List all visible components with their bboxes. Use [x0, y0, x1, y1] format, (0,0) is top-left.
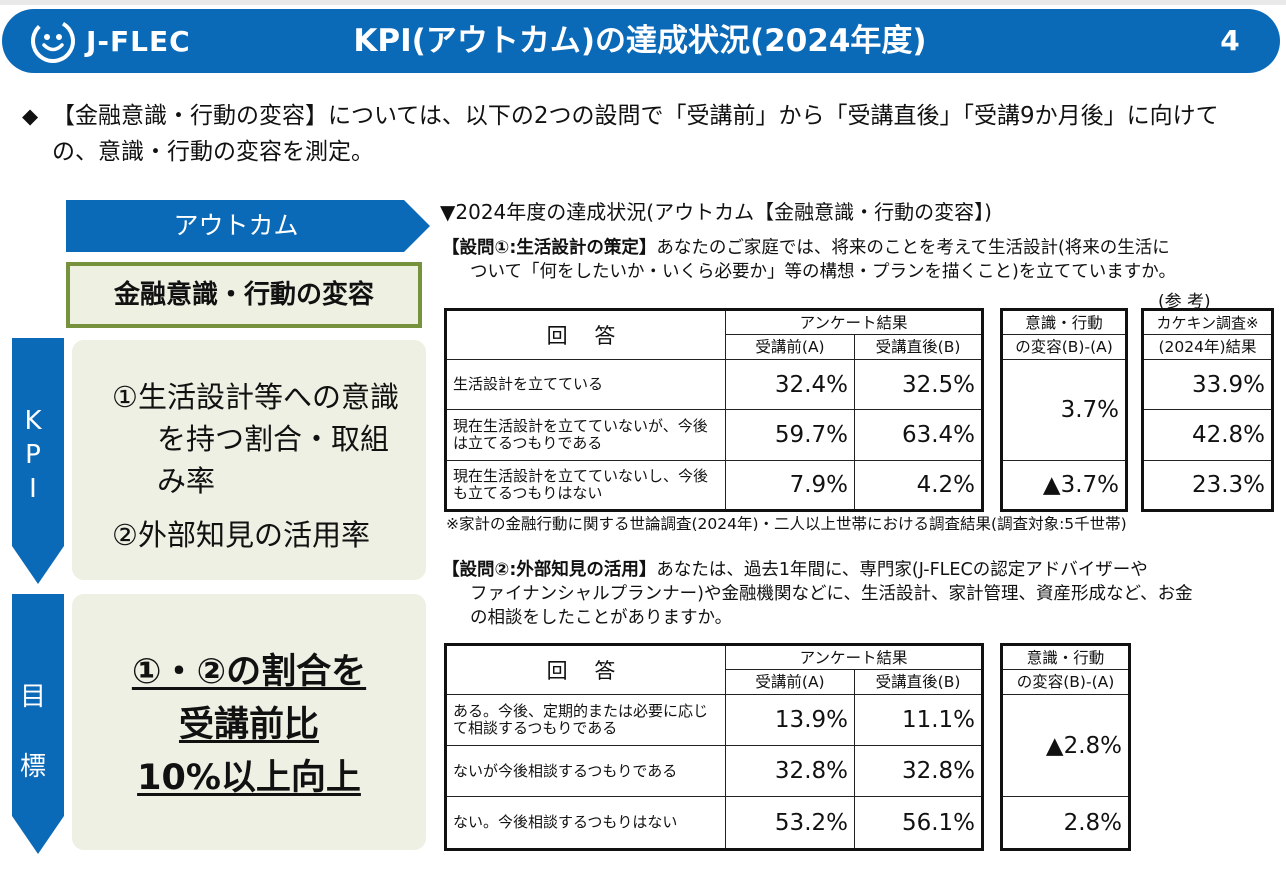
question-1-table: 回 答 アンケート結果 意識・行動 カケキン調査※ 受講前(A) 受講直後(B)…: [444, 308, 1275, 512]
row-label: 現在生活設計を立てていないが、今後は立てるつもりである: [444, 409, 726, 461]
reference-value: 33.9%: [1141, 359, 1275, 410]
kpi-box: ①生活設計等への意識を持つ割合・取組み率 ②外部知見の活用率: [72, 340, 426, 580]
after-value: 4.2%: [853, 460, 985, 512]
before-value: 7.9%: [725, 460, 855, 512]
goal-vertical-label: 目 標: [8, 662, 58, 802]
question-2-text-cont: ファイナンシャルプランナー)や金融機関などに、生活設計、家計管理、資産形成など、…: [470, 584, 1193, 604]
smile-logo-icon: [31, 19, 75, 63]
answer-header: 回 答: [444, 308, 726, 360]
change-value: 2.8%: [1000, 796, 1132, 851]
change-value: ▲3.7%: [1000, 460, 1129, 512]
reference-header-2: (2024年)結果: [1141, 334, 1275, 360]
question-2-table: 回 答 アンケート結果 意識・行動 受講前(A) 受講直後(B) の変容(B)-…: [444, 643, 1132, 851]
question-1-text: あなたのご家庭では、将来のことを考えて生活設計(将来の生活に: [656, 238, 1170, 258]
kpi-item-1: ①生活設計等への意識を持つ割合・取組み率: [112, 380, 399, 498]
row-label: 生活設計を立てている: [444, 359, 726, 410]
change-value: ▲2.8%: [1000, 694, 1132, 797]
question-1: 【設問①:生活設計の策定】あなたのご家庭では、将来のことを考えて生活設計(将来の…: [442, 236, 1272, 284]
bullet-icon: ◆: [22, 104, 39, 128]
question-1-text-cont: ついて「何をしたいか・いくら必要か」等の構想・プランを描くこと)を立てていますか…: [470, 262, 1176, 282]
logo: J-FLEC: [28, 14, 191, 68]
row-label: ない。今後相談するつもりはない: [444, 796, 726, 851]
status-title: ▼2024年度の達成状況(アウトカム【金融意識・行動の変容】): [440, 200, 992, 224]
goal-box: ①・②の割合を 受講前比 10%以上向上: [72, 594, 426, 850]
before-value: 32.4%: [725, 359, 855, 410]
kpi-item-2: ②外部知見の活用率: [112, 518, 370, 552]
before-value: 59.7%: [725, 409, 855, 461]
change-value: 3.7%: [1000, 359, 1129, 461]
row-label: ある。今後、定期的または必要に応じて相談するつもりである: [444, 694, 726, 746]
intro-text: 【金融意識・行動の変容】については、以下の2つの設問で「受講前」から「受講直後」…: [52, 103, 1219, 165]
table-row: 現在生活設計を立てていないが、今後は立てるつもりである 59.7% 63.4% …: [444, 409, 1275, 461]
kpi-letter: I: [29, 474, 37, 504]
before-header: 受講前(A): [725, 334, 855, 360]
row-label: 現在生活設計を立てていないし、今後も立てるつもりはない: [444, 460, 726, 512]
question-2-text: あなたは、過去1年間に、専門家(J-FLECの認定アドバイザーや: [656, 560, 1148, 580]
goal-char: 目: [19, 682, 46, 712]
before-value: 53.2%: [725, 796, 855, 851]
reference-header-1: カケキン調査※: [1141, 308, 1275, 335]
change-header-1: 意識・行動: [1000, 308, 1129, 335]
row-label: ないが今後相談するつもりである: [444, 745, 726, 797]
table-row: ない。今後相談するつもりはない 53.2% 56.1% 2.8%: [444, 796, 1132, 851]
kpi-vertical-label: K P I: [8, 404, 58, 506]
before-value: 32.8%: [725, 745, 855, 797]
table-row: 現在生活設計を立てていないし、今後も立てるつもりはない 7.9% 4.2% ▲3…: [444, 460, 1275, 512]
survey-header: アンケート結果: [724, 308, 985, 335]
after-header: 受講直後(B): [853, 669, 985, 695]
reference-value: 23.3%: [1141, 460, 1275, 512]
goal-arrow-shape: [12, 594, 64, 854]
question-2-text-cont: の相談をしたことがありますか。: [470, 608, 733, 628]
kpi-letter: K: [24, 406, 42, 436]
table-row: 生活設計を立てている 32.4% 32.5% 3.7% 33.9%: [444, 359, 1275, 461]
reference-note: (参 考): [1158, 292, 1211, 312]
outcome-label: アウトカム: [173, 211, 299, 240]
table-row: ないが今後相談するつもりである 32.8% 32.8%: [444, 745, 1130, 797]
answer-header: 回 答: [444, 643, 726, 695]
survey-header: アンケート結果: [724, 643, 985, 670]
goal-line: ①・②の割合を: [131, 652, 367, 692]
page-title: KPI(アウトカム)の達成状況(2024年度): [353, 23, 927, 59]
reference-value: 42.8%: [1141, 409, 1275, 461]
before-value: 13.9%: [725, 694, 855, 746]
after-value: 32.5%: [853, 359, 985, 410]
logo-text: J-FLEC: [86, 24, 191, 58]
after-value: 11.1%: [853, 694, 985, 746]
question-1-title: 【設問①:生活設計の策定】: [442, 238, 657, 258]
kpi-arrow-shape: [12, 338, 64, 584]
header-bar: [2, 9, 1280, 73]
question-2-title: 【設問②:外部知見の活用】: [442, 560, 657, 580]
change-header-2: の変容(B)-(A): [1000, 669, 1132, 695]
top-divider: [0, 0, 1286, 5]
after-value: 63.4%: [853, 409, 985, 461]
question-2: 【設問②:外部知見の活用】あなたは、過去1年間に、専門家(J-FLECの認定アド…: [442, 558, 1272, 630]
goal-line: 10%以上向上: [137, 758, 361, 798]
after-value: 56.1%: [853, 796, 985, 851]
outcome-arrow-shape: [66, 200, 430, 252]
after-value: 32.8%: [853, 745, 985, 797]
goal-line: 受講前比: [178, 705, 319, 745]
table-row: ある。今後、定期的または必要に応じて相談するつもりである 13.9% 11.1%…: [444, 694, 1132, 797]
footnote: ※家計の金融行動に関する世論調査(2024年)・二人以上世帯における調査結果(調…: [446, 515, 1127, 533]
kpi-letter: P: [25, 440, 41, 470]
after-header: 受講直後(B): [853, 334, 985, 360]
before-header: 受講前(A): [725, 669, 855, 695]
change-header-1: 意識・行動: [1000, 643, 1132, 670]
behavior-change-box: 金融意識・行動の変容: [66, 262, 422, 328]
page-number: 4: [1220, 24, 1240, 57]
change-header-2: の変容(B)-(A): [1000, 334, 1129, 360]
goal-char: 標: [19, 752, 46, 782]
